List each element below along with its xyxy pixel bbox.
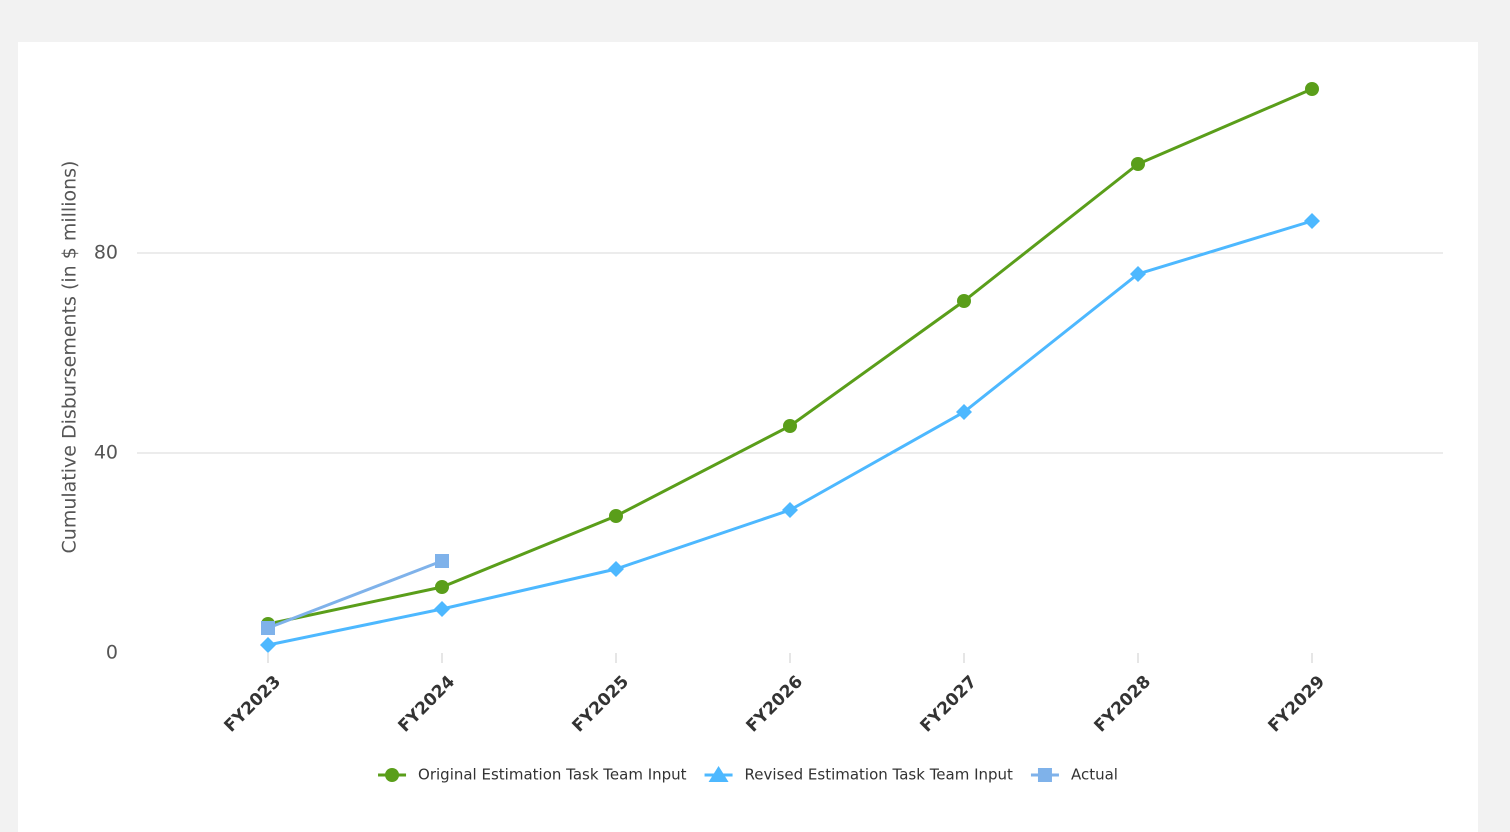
- series-line: [267, 559, 443, 630]
- data-point: [435, 554, 449, 568]
- legend-symbol: [708, 766, 729, 782]
- y-tick-label: 80: [94, 242, 118, 264]
- data-point: [1305, 82, 1319, 96]
- data-point: [435, 580, 449, 594]
- data-point: [261, 621, 275, 635]
- y-axis-title: Cumulative Disbursements (in $ millions): [59, 161, 81, 554]
- legend-symbol: [385, 768, 400, 782]
- legend-label: Actual: [1071, 766, 1118, 784]
- data-point: [782, 502, 798, 518]
- data-point: [434, 601, 450, 617]
- legend-symbol: [1037, 768, 1052, 782]
- data-point: [783, 419, 797, 433]
- legend-label: Revised Estimation Task Team Input: [745, 766, 1014, 784]
- data-point: [609, 509, 623, 523]
- data-point: [1131, 157, 1145, 171]
- data-point: [1130, 266, 1146, 282]
- data-point: [1304, 213, 1320, 229]
- y-tick-label: 40: [94, 442, 118, 464]
- legend-label: Original Estimation Task Team Input: [418, 766, 687, 784]
- data-point: [956, 404, 972, 420]
- data-point: [957, 294, 971, 308]
- chart-panel: [18, 42, 1478, 832]
- data-point: [260, 637, 276, 653]
- y-tick-label: 0: [106, 642, 118, 664]
- data-point: [608, 561, 624, 577]
